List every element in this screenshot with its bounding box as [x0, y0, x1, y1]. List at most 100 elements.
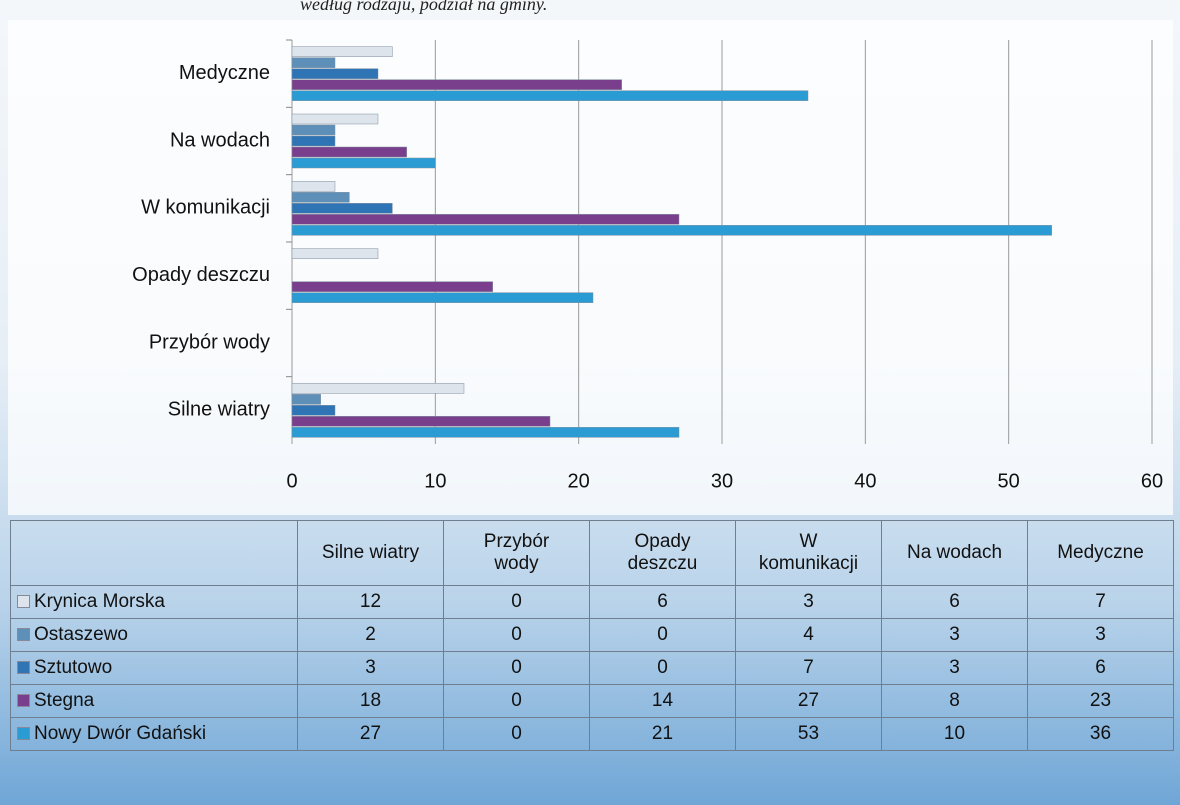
header-label: Medyczne: [1057, 542, 1144, 563]
bar: [291, 124, 336, 136]
header-cell: Opady deszczu: [589, 520, 736, 586]
data-row: Stegna 18 0 14 27 8 23: [10, 684, 1174, 718]
header-cell: Na wodach: [881, 520, 1028, 586]
header-cell: Przybór wody: [443, 520, 590, 586]
table-cell: 36: [1027, 717, 1174, 751]
data-row: Ostaszewo 2 0 0 4 3 3: [10, 618, 1174, 652]
bar: [291, 427, 680, 438]
x-tick-label: 40: [854, 470, 876, 492]
header-label: Silne wiatry: [321, 542, 420, 563]
bar: [291, 146, 407, 158]
x-tick-label: 20: [568, 470, 590, 492]
y-tick-label: Silne wiatry: [168, 399, 270, 421]
row-header: Sztutowo: [10, 651, 298, 685]
table-cell: 2: [297, 618, 444, 652]
bar: [291, 79, 622, 90]
table-cell: 6: [881, 585, 1028, 619]
header-label: Opady deszczu: [627, 531, 698, 574]
header-label: Na wodach: [906, 542, 1003, 563]
bar: [291, 214, 680, 225]
table-cell: 6: [1027, 651, 1174, 685]
x-tick-label: 30: [711, 470, 733, 492]
data-row: Sztutowo 3 0 0 7 3 6: [10, 651, 1174, 685]
table-cell: 0: [589, 618, 736, 652]
table-cell: 0: [443, 618, 590, 652]
bar: [291, 46, 393, 57]
bar: [291, 405, 336, 416]
table-cell: 0: [443, 651, 590, 685]
bar: [291, 90, 809, 101]
bar: [291, 281, 493, 292]
x-tick-label: 0: [286, 470, 297, 492]
bar: [291, 225, 1052, 236]
table-cell: 3: [1027, 618, 1174, 652]
row-header: Krynica Morska: [10, 585, 298, 619]
bar: [291, 394, 321, 405]
table-cell: 3: [881, 651, 1028, 685]
x-tick-label: 10: [424, 470, 446, 492]
bar: [291, 203, 393, 214]
bar: [291, 181, 336, 192]
y-tick-label: Opady deszczu: [132, 264, 270, 286]
x-tick-label: 60: [1141, 470, 1163, 492]
table-cell: 6: [589, 585, 736, 619]
row-header: Ostaszewo: [10, 618, 298, 652]
legend-swatch: [17, 694, 30, 708]
x-tick-label: 50: [998, 470, 1020, 492]
corner-cell: [10, 520, 298, 586]
header-cell: W komunikacji: [735, 520, 882, 586]
header-cell: Silne wiatry: [297, 520, 444, 586]
bar: [291, 192, 350, 203]
legend-label: Sztutowo: [34, 657, 113, 678]
caption: według rodzaju, podział na gminy.: [300, 0, 548, 14]
y-tick-label: Na wodach: [170, 129, 270, 151]
table-cell: 23: [1027, 684, 1174, 718]
y-tick-label: Medyczne: [179, 62, 270, 84]
bar: [291, 292, 594, 303]
table-cell: 3: [735, 585, 882, 619]
table-cell: 7: [1027, 585, 1174, 619]
legend-label: Ostaszewo: [34, 624, 128, 645]
legend-label: Nowy Dwór Gdański: [34, 723, 207, 744]
table-cell: 0: [589, 651, 736, 685]
table-cell: 27: [735, 684, 882, 718]
row-header: Nowy Dwór Gdański: [10, 717, 298, 751]
table-cell: 8: [881, 684, 1028, 718]
data-row: Nowy Dwór Gdański 27 0 21 53 10 36: [10, 717, 1174, 751]
table-cell: 0: [443, 684, 590, 718]
table-cell: 4: [735, 618, 882, 652]
table-cell: 10: [881, 717, 1028, 751]
data-table: Silne wiatry Przybór wody Opady deszczu W k…: [10, 520, 1174, 751]
header-cell: Medyczne: [1027, 520, 1174, 586]
bar: [291, 57, 336, 68]
legend-swatch: [17, 727, 30, 741]
table-cell: 0: [443, 717, 590, 751]
table-cell: 27: [297, 717, 444, 751]
header-label: Przybór wody: [483, 531, 550, 574]
bar: [291, 383, 465, 394]
legend-swatch: [17, 661, 30, 675]
legend-swatch: [17, 595, 30, 609]
legend-label: Stegna: [34, 690, 95, 711]
table-cell: 12: [297, 585, 444, 619]
header-row: Silne wiatry Przybór wody Opady deszczu W k…: [10, 520, 1174, 586]
legend-label: Krynica Morska: [34, 591, 165, 612]
header-label: W komunikacji: [758, 531, 859, 574]
table-cell: 18: [297, 684, 444, 718]
bar: [291, 135, 336, 147]
y-tick-label: Przybór wody: [149, 331, 270, 353]
table-cell: 7: [735, 651, 882, 685]
chart: 0 10 20 30 40 50 60 Silne wiatry Przybór wody Opa…: [132, 39, 1164, 493]
table-cell: 53: [735, 717, 882, 751]
table-cell: 14: [589, 684, 736, 718]
bar: [291, 248, 379, 259]
y-tick-label: W komunikacji: [141, 197, 270, 219]
table-cell: 21: [589, 717, 736, 751]
row-header: Stegna: [10, 684, 298, 718]
table-cell: 0: [443, 585, 590, 619]
table-cell: 3: [881, 618, 1028, 652]
bar: [291, 157, 436, 169]
data-row: Krynica Morska 12 0 6 3 6 7: [10, 585, 1174, 619]
bar: [291, 113, 379, 125]
